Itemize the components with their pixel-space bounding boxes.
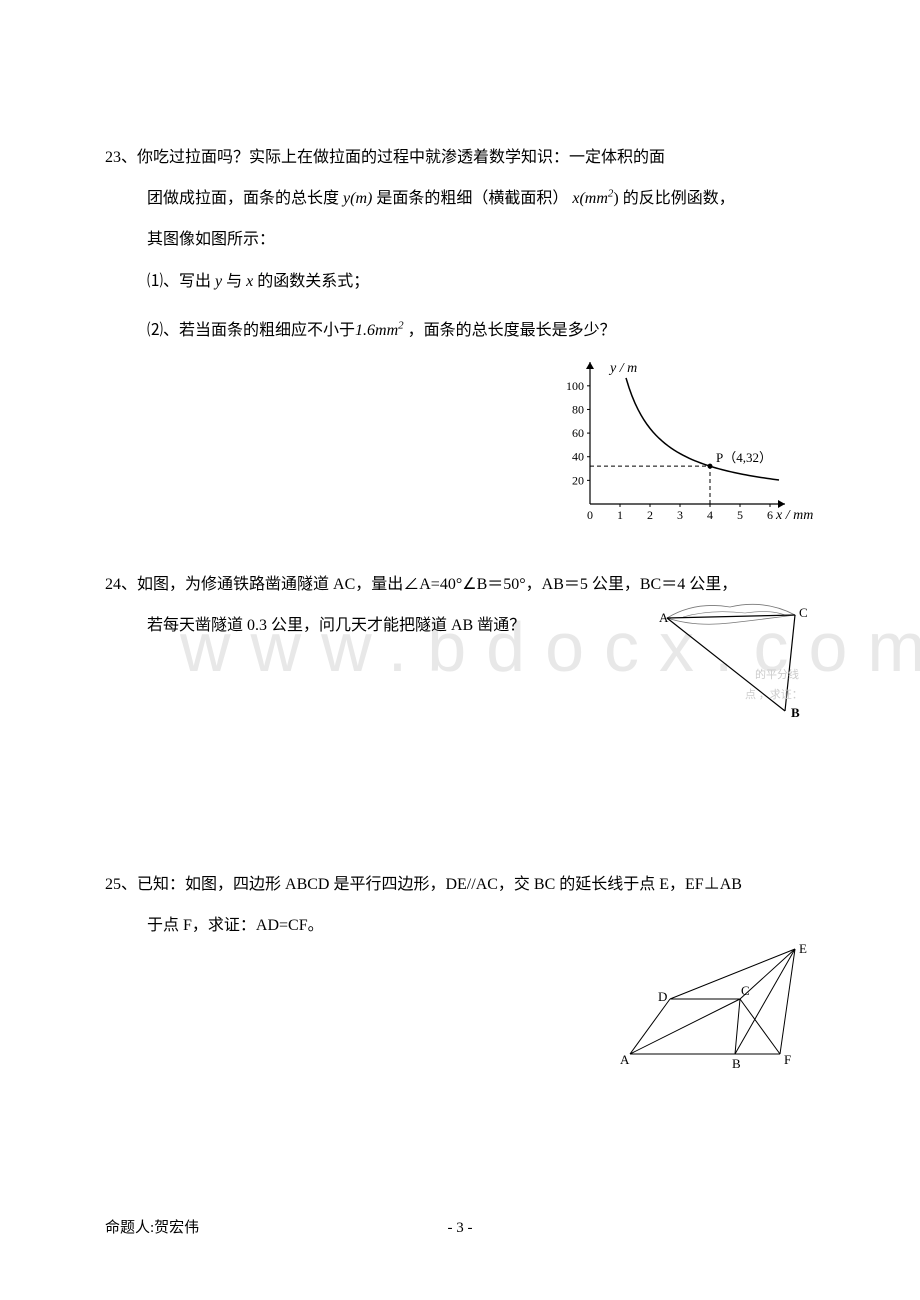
svg-text:P（4,32）: P（4,32） [716, 450, 772, 465]
svg-text:C: C [741, 983, 750, 998]
svg-text:4: 4 [707, 508, 713, 522]
q25-number: 25、 [105, 876, 137, 893]
svg-text:100: 100 [566, 379, 584, 393]
q23-sub2b: ，面条的总长度最长是多少？ [404, 322, 616, 339]
svg-text:1: 1 [617, 508, 623, 522]
q23-chart: 204060801000123456P（4,32）y / mx / mm2 [555, 344, 815, 534]
q23-text3: 其图像如图所示： [147, 231, 275, 248]
q23-text2b: 是面条的粗细（横截面积） [376, 190, 568, 207]
q23-number: 23、 [105, 149, 137, 166]
q25-text2: 于点 F，求证：AD=CF。 [147, 917, 324, 934]
svg-text:80: 80 [572, 402, 584, 416]
svg-text:y / m: y / m [608, 361, 637, 376]
q23-sub1c: 的函数关系式； [253, 273, 369, 290]
q23-sub1b: 与 [222, 273, 246, 290]
q23-text2c: ) 的反比例函数， [613, 190, 734, 207]
q23-sub2-val: 1.6mm [355, 322, 398, 339]
q24-figure: A C B 的平分线点 ，求证： [655, 593, 815, 756]
q23-sub2a: ⑵、若当面条的粗细应不小于 [147, 322, 355, 339]
svg-text:6: 6 [767, 508, 773, 522]
footer-page-number: - 3 - [105, 1212, 815, 1245]
question-23: 23、你吃过拉面吗？实际上在做拉面的过程中就渗透着数学知识：一定体积的面 团做成… [105, 140, 815, 547]
svg-text:F: F [784, 1052, 791, 1067]
q25-figure: A B F D C E [615, 934, 815, 1074]
svg-text:5: 5 [737, 508, 743, 522]
question-25: 25、已知：如图，四边形 ABCD 是平行四边形，DE//AC，交 BC 的延长… [105, 867, 815, 1088]
question-24: 24、如图，为修通铁路凿通隧道 AC，量出∠A=40°∠B＝50°，AB＝5 公… [105, 567, 815, 756]
svg-text:点 ，求证：: 点 ，求证： [745, 688, 803, 701]
page-content: 23、你吃过拉面吗？实际上在做拉面的过程中就渗透着数学知识：一定体积的面 团做成… [105, 140, 815, 1087]
svg-text:D: D [658, 989, 667, 1004]
svg-text:B: B [732, 1056, 741, 1071]
q23-x-var: x(mm [568, 190, 608, 207]
svg-text:C: C [799, 605, 808, 620]
svg-text:2: 2 [647, 508, 653, 522]
svg-text:0: 0 [587, 508, 593, 522]
svg-text:40: 40 [572, 450, 584, 464]
svg-text:60: 60 [572, 426, 584, 440]
svg-text:x / mm: x / mm [775, 508, 813, 523]
q23-text1: 你吃过拉面吗？实际上在做拉面的过程中就渗透着数学知识：一定体积的面 [137, 149, 665, 166]
svg-text:B: B [791, 705, 800, 720]
q24-text2: 若每天凿隧道 0.3 公里，问几天才能把隧道 AB 凿通？ [147, 617, 525, 634]
q24-number: 24、 [105, 576, 137, 593]
svg-text:20: 20 [572, 473, 584, 487]
q23-text2a: 团做成拉面，面条的总长度 [147, 190, 339, 207]
svg-text:A: A [620, 1052, 630, 1067]
page-footer: 命题人:贺宏伟 - 3 - [105, 1212, 815, 1245]
q23-sub1a: ⑴、写出 [147, 273, 215, 290]
q24-text1: 如图，为修通铁路凿通隧道 AC，量出∠A=40°∠B＝50°，AB＝5 公里，B… [137, 576, 737, 593]
q23-y-var: y(m) [339, 190, 376, 207]
svg-text:E: E [799, 941, 807, 956]
svg-text:的平分线: 的平分线 [755, 667, 799, 681]
svg-text:A: A [659, 610, 669, 625]
q25-text1: 已知：如图，四边形 ABCD 是平行四边形，DE//AC，交 BC 的延长线于点… [137, 876, 742, 893]
svg-text:3: 3 [677, 508, 683, 522]
